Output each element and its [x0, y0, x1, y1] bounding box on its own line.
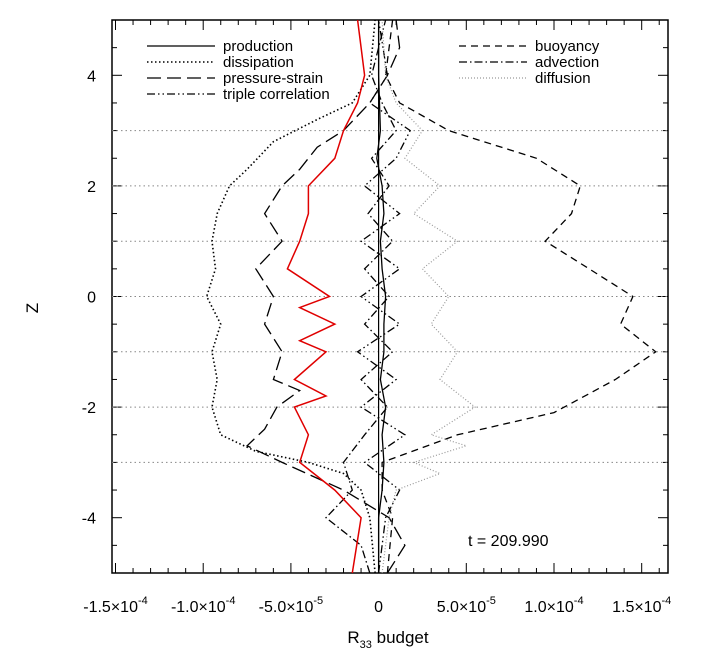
x-tick-label: 1.5×10-4 — [612, 595, 671, 616]
x-tick-label-exponent: -4 — [661, 595, 671, 607]
x-tick-label-exponent: -5 — [313, 595, 323, 607]
series-buoyancy — [381, 19, 657, 574]
y-tick-label: -4 — [82, 511, 96, 528]
x-tick-label-exponent: -5 — [486, 595, 496, 607]
series-red-curve — [286, 19, 366, 574]
series-production — [376, 20, 387, 573]
x-tick-label-exponent: -4 — [574, 595, 584, 607]
x-tick-label-exponent: -4 — [226, 595, 236, 607]
legend-label: production — [223, 38, 293, 55]
axes: -1.5×10-4 -1.0×10-4 -5.0×10-5 0 5.0×10-5 1.0×… — [82, 19, 671, 616]
x-tick-label: 5.0×10-5 — [437, 595, 496, 616]
x-tick-label: 0 — [374, 599, 383, 616]
legend: productiondissipationpressure-straintrip… — [147, 38, 600, 103]
series-advection — [325, 19, 397, 574]
x-tick-label-mantissa: -1.5×10 — [83, 599, 138, 616]
legend-label: dissipation — [223, 54, 294, 71]
interface-gridlines — [112, 20, 668, 573]
x-axis-label: R33 budget — [347, 628, 429, 649]
legend-label: diffusion — [535, 70, 591, 87]
x-tick-label: -1.0×10-4 — [171, 595, 236, 616]
x-tick-label-mantissa: -5.0×10 — [259, 599, 314, 616]
series-triple-correlation — [356, 19, 412, 574]
y-tick-label: -2 — [82, 400, 96, 417]
legend-label: pressure-strain — [223, 70, 323, 87]
x-tick-label-mantissa: 5.0×10 — [437, 599, 486, 616]
y-tick-label: 4 — [87, 68, 96, 85]
legend-label: advection — [535, 54, 599, 71]
x-axis-label-main: R — [347, 628, 359, 647]
x-tick-label: -1.5×10-4 — [83, 595, 148, 616]
series-pressure-strain — [245, 19, 406, 574]
x-tick-label-mantissa: 1.0×10 — [524, 599, 573, 616]
x-tick-label-mantissa: 1.5×10 — [612, 599, 661, 616]
x-axis-label-sub: 33 — [360, 639, 372, 649]
y-tick-label: 0 — [87, 290, 96, 307]
x-tick-label-exponent: -4 — [138, 595, 148, 607]
x-tick-label: -5.0×10-5 — [259, 595, 324, 616]
time-annotation: t = 209.990 — [468, 533, 549, 550]
y-axis-label: Z — [23, 303, 42, 313]
y-tick-label: 2 — [87, 179, 96, 196]
legend-label: buoyancy — [535, 38, 600, 55]
x-axis-label-suffix: budget — [372, 628, 429, 647]
series-dissipation — [205, 19, 376, 574]
x-tick-label-mantissa: -1.0×10 — [171, 599, 226, 616]
x-tick-label: 1.0×10-4 — [524, 595, 583, 616]
series-group — [205, 19, 657, 574]
x-tick-label-mantissa: 0 — [374, 599, 383, 616]
legend-label: triple correlation — [223, 86, 330, 103]
